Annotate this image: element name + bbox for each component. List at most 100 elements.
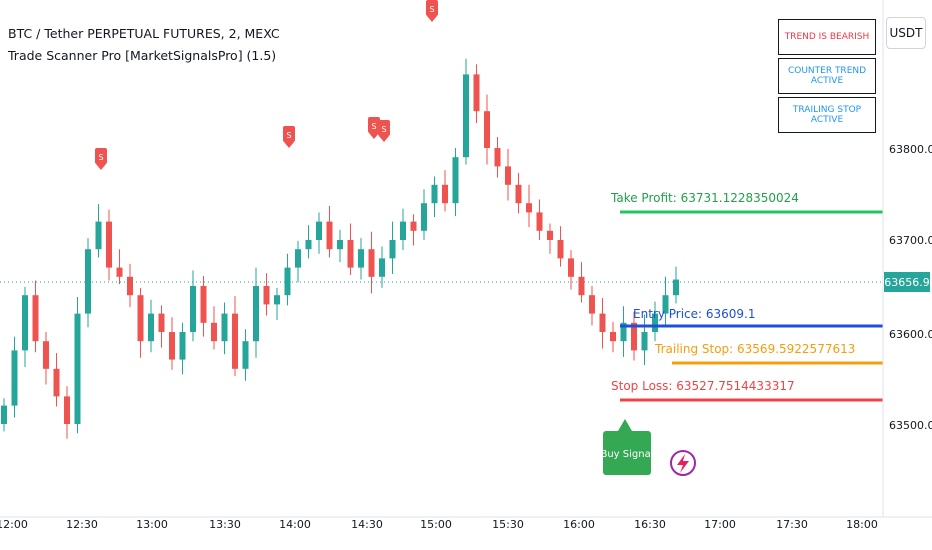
candle-body [179,332,186,360]
time-tick: 14:00 [279,518,311,531]
time-axis: 12:00 12:30 13:00 13:30 14:00 14:30 15:00 15:30… [0,518,878,531]
candle-body [484,111,490,148]
price-tick-63500: 63500.0 [889,419,932,432]
candle-body [452,157,459,204]
candle-body [557,240,564,259]
stop-loss-label: Stop Loss: 63527.7514433317 [611,379,795,393]
candle-body [127,276,133,296]
symbol-title: BTC / Tether PERPETUAL FUTURES, 2, MEXC [8,26,280,41]
candle-body [11,350,18,406]
current-price-badge [884,272,930,292]
time-tick: 15:00 [420,518,452,531]
candle-body [106,221,112,268]
sell-marker-label: S [371,122,376,131]
time-tick: 12:00 [0,518,28,531]
candle-body [64,396,70,424]
sell-marker: S [368,117,380,139]
time-tick: 13:00 [136,518,168,531]
time-tick: 15:30 [492,518,524,531]
candle-body [400,221,406,240]
time-tick: 16:00 [563,518,595,531]
candle-body [305,240,312,250]
entry-price-label: Entry Price: 63609.1 [633,307,756,321]
candle-body [337,240,343,250]
time-tick: 18:00 [846,518,878,531]
candle-body [263,286,270,305]
candle-body [473,74,480,112]
sell-marker-label: S [429,5,434,14]
sell-marker: S [378,120,390,142]
time-tick: 17:00 [704,518,736,531]
time-tick: 17:30 [776,518,808,531]
candle-body [578,276,585,296]
current-price-value: 63656.9 [884,276,930,289]
candle-body [137,295,144,342]
candle-body [547,230,553,240]
candle-body [200,286,207,323]
buy-signal-marker[interactable]: Buy Signal [600,419,654,475]
candle-body [515,184,522,204]
candle-body [95,221,102,250]
candle-body [295,249,301,268]
candle-body [22,295,28,351]
candle-body [368,249,375,277]
candle-body [232,313,238,369]
sell-marker: S [95,148,107,170]
candle-body [116,267,123,277]
currency-button[interactable]: USDT [886,17,926,49]
candle-body [431,184,438,204]
candle-body [568,258,574,277]
candle-body [43,341,49,369]
candle-body [32,295,39,342]
status-trend-bearish: TREND IS BEARISH [778,19,876,55]
indicator-title: Trade Scanner Pro [MarketSignalsPro] (1.… [8,48,277,63]
candle-body [284,267,291,296]
price-tick-63800: 63800.0 [889,143,932,156]
candle-body [148,313,154,342]
time-tick: 12:30 [66,518,98,531]
candle-body [379,258,385,277]
sell-marker-label: S [98,153,103,162]
candle-body [631,322,637,351]
candle-body [1,405,7,424]
sell-signal-markers: SSS SS [95,0,438,170]
candle-body [463,74,469,158]
sell-marker-label: S [381,125,386,134]
lightning-logo-icon [670,450,696,476]
buy-signal-label: Buy Signal [600,449,653,460]
candle-body [599,313,606,332]
status-trailing-stop: TRAILING STOP ACTIVE [778,97,876,133]
take-profit-label: Take Profit: 63731.1228350024 [610,191,799,205]
time-tick: 16:30 [634,518,666,531]
sell-marker-label: S [286,131,291,140]
candle-body [505,166,511,185]
candle-body [442,184,448,204]
trailing-stop-label: Trailing Stop: 63569.5922577613 [654,342,855,356]
candle-body [389,240,396,259]
candle-body [221,313,228,342]
candle-body [589,295,595,314]
candle-body [326,221,333,250]
sell-marker: S [283,126,295,148]
candle-body [536,212,543,231]
candle-body [673,279,679,296]
candle-body [421,203,427,231]
price-tick-63600: 63600.0 [889,328,932,341]
candle-body [526,203,532,213]
candle-body [242,341,249,369]
candle-body [358,249,364,268]
candle-body [641,332,648,351]
status-counter-trend: COUNTER TREND ACTIVE [778,58,876,94]
candle-body [652,313,658,332]
sell-marker: S [426,0,438,22]
candle-body [610,332,616,342]
candle-body [74,313,81,424]
candle-body [211,322,217,342]
candle-body [169,332,175,360]
time-tick: 14:30 [351,518,383,531]
candle-body [347,240,354,268]
candle-body [253,286,259,342]
candle-body [494,148,501,167]
candle-body [274,295,280,305]
